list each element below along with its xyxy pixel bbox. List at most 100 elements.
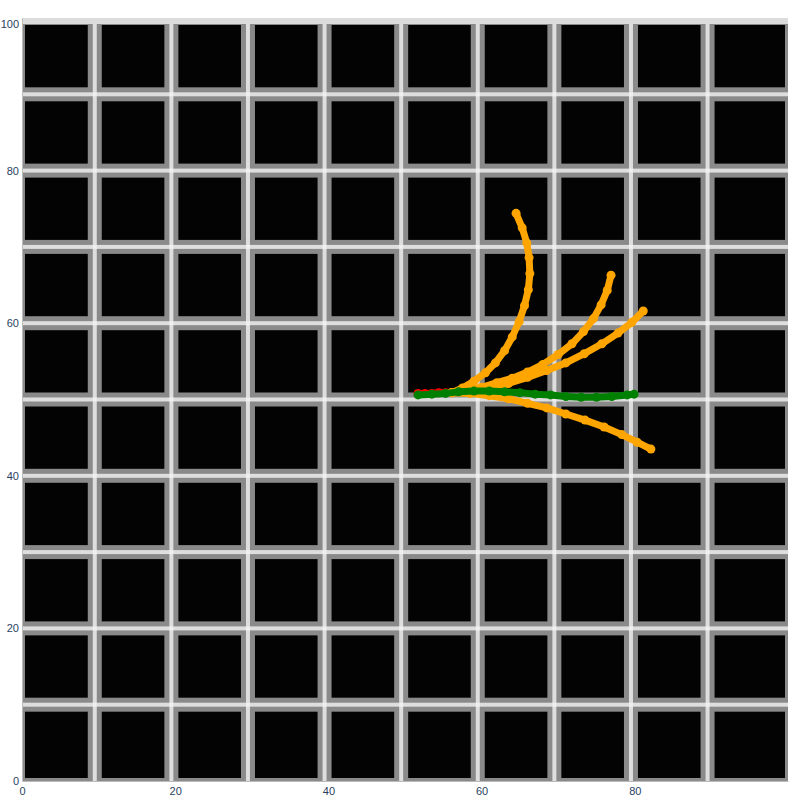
trajectory-point — [500, 346, 509, 355]
block — [638, 635, 701, 697]
trajectory-point — [597, 300, 606, 309]
x-axis: 020406080 — [19, 781, 788, 797]
trajectory-point — [613, 329, 622, 338]
y-tick: 20 — [7, 622, 22, 634]
block — [715, 712, 785, 778]
trajectory-point — [485, 387, 494, 396]
trajectory-point — [581, 416, 590, 425]
block — [255, 101, 318, 163]
trajectory-point — [567, 339, 576, 348]
block — [638, 101, 701, 163]
x-tick: 0 — [19, 781, 25, 797]
road-line — [22, 245, 788, 249]
block — [255, 712, 318, 778]
trajectory-point — [525, 269, 534, 278]
y-tick-label: 60 — [7, 317, 19, 329]
road-line — [22, 703, 788, 707]
block — [561, 712, 624, 778]
trajectory-point — [561, 409, 570, 418]
block — [638, 483, 701, 545]
road-line — [22, 550, 788, 554]
road-line — [22, 18, 788, 24]
plot-area — [414, 209, 656, 454]
block — [638, 407, 701, 469]
block — [178, 559, 241, 621]
trajectory-point — [600, 422, 609, 431]
trajectory-point — [515, 388, 524, 397]
y-tick-label: 20 — [7, 622, 19, 634]
block — [408, 559, 471, 621]
block — [485, 254, 548, 316]
trajectory-point — [627, 318, 636, 327]
x-tick: 20 — [170, 781, 182, 797]
block — [178, 254, 241, 316]
block — [332, 178, 395, 240]
block — [332, 25, 395, 87]
block — [408, 25, 471, 87]
block — [485, 407, 548, 469]
block — [102, 254, 165, 316]
road-line — [22, 474, 788, 478]
chart: 020406080020406080100 — [0, 0, 800, 800]
block — [102, 407, 165, 469]
block — [638, 254, 701, 316]
block — [178, 635, 241, 697]
trajectory-point — [531, 390, 540, 399]
block — [485, 101, 548, 163]
trajectory-point — [522, 239, 531, 248]
block — [485, 635, 548, 697]
block — [102, 101, 165, 163]
block — [638, 712, 701, 778]
block — [178, 712, 241, 778]
block — [255, 330, 318, 392]
block — [715, 178, 785, 240]
trajectory-line — [452, 393, 651, 449]
block — [408, 330, 471, 392]
block — [485, 483, 548, 545]
trajectory-line — [418, 391, 634, 397]
block — [638, 25, 701, 87]
trajectory-point — [633, 438, 642, 447]
trajectory-point — [639, 306, 648, 315]
block — [102, 635, 165, 697]
block — [561, 25, 624, 87]
block — [561, 254, 624, 316]
trajectory-point — [469, 377, 478, 386]
block — [715, 559, 785, 621]
trajectory-point — [561, 358, 570, 367]
block — [255, 178, 318, 240]
y-axis-line — [22, 19, 23, 782]
block — [638, 559, 701, 621]
block — [485, 178, 548, 240]
trajectory-point — [441, 389, 450, 398]
block — [485, 25, 548, 87]
trajectory-point — [607, 392, 616, 401]
block — [25, 407, 88, 469]
trajectory-point — [524, 285, 533, 294]
y-tick-label: 40 — [7, 470, 19, 482]
x-tick-label: 40 — [323, 785, 335, 797]
block — [561, 635, 624, 697]
block — [408, 483, 471, 545]
block — [102, 178, 165, 240]
block — [561, 559, 624, 621]
y-axis: 020406080100 — [1, 18, 23, 787]
block — [638, 178, 701, 240]
block — [408, 101, 471, 163]
block — [25, 25, 88, 87]
x-tick: 80 — [629, 781, 641, 797]
block — [715, 635, 785, 697]
block — [332, 407, 395, 469]
map-background — [22, 18, 788, 781]
trajectory-point — [508, 332, 517, 341]
trajectory-point — [491, 358, 500, 367]
block — [715, 483, 785, 545]
y-tick: 0 — [13, 775, 22, 787]
block — [25, 712, 88, 778]
trajectory-point — [607, 271, 616, 280]
x-tick: 40 — [323, 781, 335, 797]
road-line — [22, 92, 788, 96]
trajectory-point — [597, 339, 606, 348]
block — [408, 254, 471, 316]
y-tick: 40 — [7, 470, 22, 482]
